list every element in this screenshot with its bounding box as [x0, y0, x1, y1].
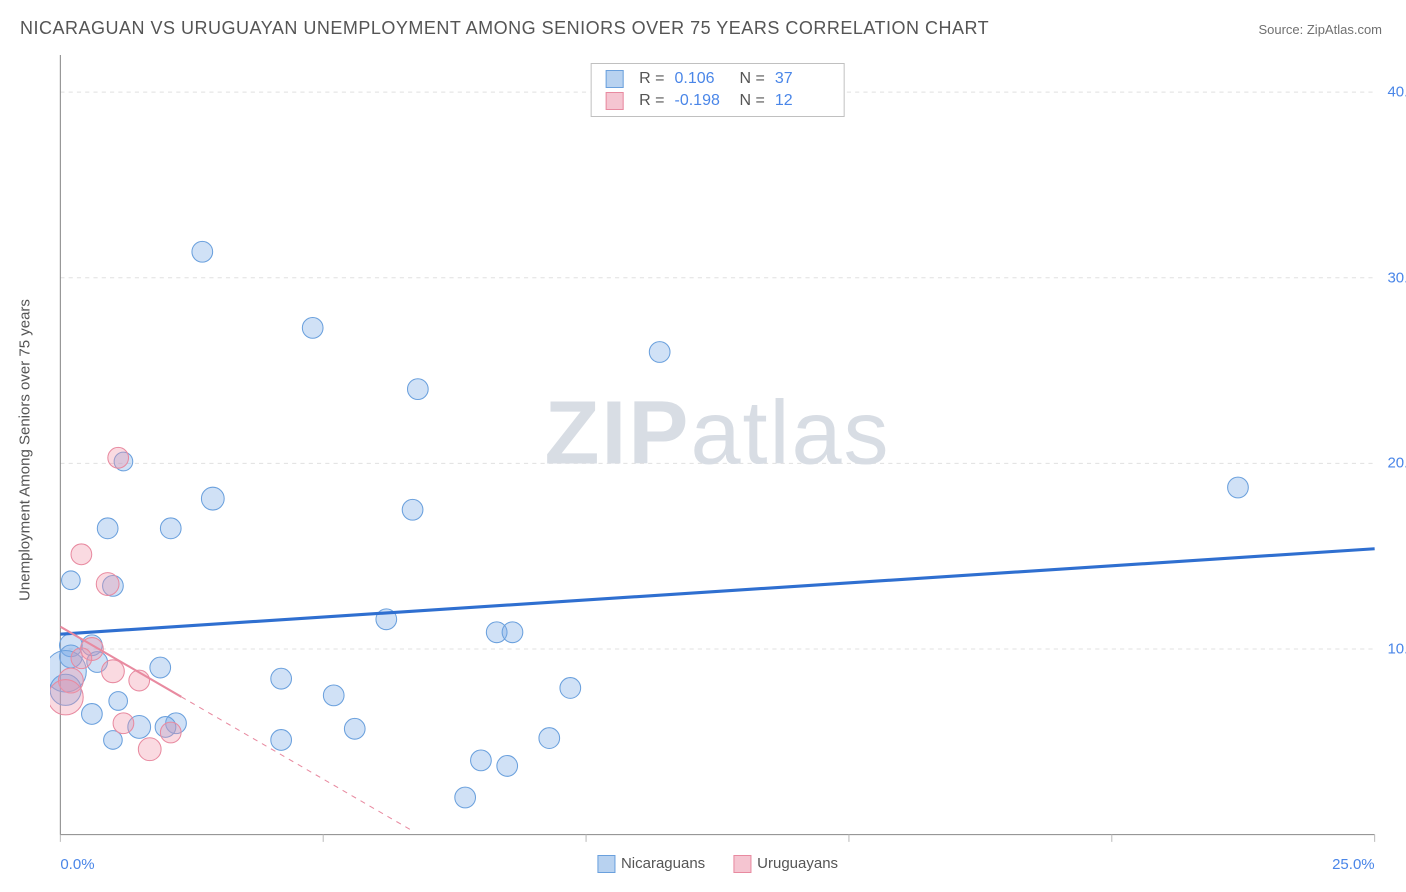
correlation-legend: R = 0.106 N = 37 R = -0.198 N = 12: [590, 63, 845, 117]
uruguayans-point: [50, 680, 83, 715]
nicaraguans-point: [62, 571, 81, 590]
nicaraguans-trendline: [60, 549, 1374, 634]
chart-area: Unemployment Among Seniors over 75 years…: [50, 55, 1385, 845]
legend-item-uruguayans: Uruguayans: [733, 855, 838, 873]
nicaraguans-point: [560, 678, 581, 699]
corr-r-value: 0.106: [675, 70, 730, 88]
corr-r-label: R =: [639, 92, 664, 110]
corr-r-label: R =: [639, 70, 664, 88]
nicaraguans-point: [82, 704, 103, 725]
y-tick-label: 20.0%: [1387, 455, 1406, 472]
nicaraguans-point: [201, 487, 224, 510]
nicaraguans-point: [97, 518, 118, 539]
nicaraguans-point: [539, 728, 560, 749]
nicaraguans-point: [497, 756, 518, 777]
nicaraguans-point: [160, 518, 181, 539]
corr-n-label: N =: [740, 92, 765, 110]
nicaraguans-point: [649, 342, 670, 363]
legend-swatch: [597, 855, 615, 873]
nicaraguans-point: [192, 241, 213, 262]
uruguayans-point: [160, 722, 181, 743]
nicaraguans-point: [344, 718, 365, 739]
nicaraguans-point: [1228, 477, 1249, 498]
legend-label: Nicaraguans: [621, 855, 705, 872]
y-tick-label: 10.0%: [1387, 640, 1406, 657]
uruguayans-point: [108, 447, 129, 468]
legend-swatch: [733, 855, 751, 873]
source-attribution: Source: ZipAtlas.com: [1258, 22, 1382, 37]
corr-n-label: N =: [740, 70, 765, 88]
y-tick-label: 30.0%: [1387, 269, 1406, 286]
uruguayans-point: [96, 573, 119, 596]
uruguayans-point: [102, 660, 125, 683]
nicaraguans-point: [109, 692, 128, 711]
nicaraguans-point: [150, 657, 171, 678]
uruguayans-point: [138, 738, 161, 761]
chart-title: NICARAGUAN VS URUGUAYAN UNEMPLOYMENT AMO…: [20, 18, 989, 39]
nicaraguans-point: [402, 499, 423, 520]
nicaraguans-point: [104, 731, 123, 750]
y-axis-label: Unemployment Among Seniors over 75 years: [17, 299, 34, 601]
corr-swatch: [605, 92, 623, 110]
nicaraguans-point: [502, 622, 523, 643]
nicaraguans-point: [302, 317, 323, 338]
uruguayans-point: [71, 648, 92, 669]
scatter-plot: [50, 55, 1385, 845]
series-legend: Nicaraguans Uruguayans: [597, 855, 838, 873]
x-tick-label: 25.0%: [1332, 856, 1375, 873]
nicaraguans-point: [455, 787, 476, 808]
uruguayans-point: [113, 713, 134, 734]
nicaraguans-point: [407, 379, 428, 400]
corr-row-nicaraguans: R = 0.106 N = 37: [605, 68, 830, 90]
corr-r-value: -0.198: [675, 92, 730, 110]
nicaraguans-point: [271, 668, 292, 689]
corr-row-uruguayans: R = -0.198 N = 12: [605, 90, 830, 112]
legend-item-nicaraguans: Nicaraguans: [597, 855, 705, 873]
nicaraguans-point: [271, 730, 292, 751]
x-tick-label: 0.0%: [60, 856, 94, 873]
y-tick-label: 40.0%: [1387, 84, 1406, 101]
corr-swatch: [605, 70, 623, 88]
corr-n-value: 37: [775, 70, 830, 88]
legend-label: Uruguayans: [757, 855, 838, 872]
uruguayans-point: [71, 544, 92, 565]
nicaraguans-point: [323, 685, 344, 706]
uruguayans-trendline-extrap: [181, 697, 412, 831]
nicaraguans-point: [471, 750, 492, 771]
corr-n-value: 12: [775, 92, 830, 110]
